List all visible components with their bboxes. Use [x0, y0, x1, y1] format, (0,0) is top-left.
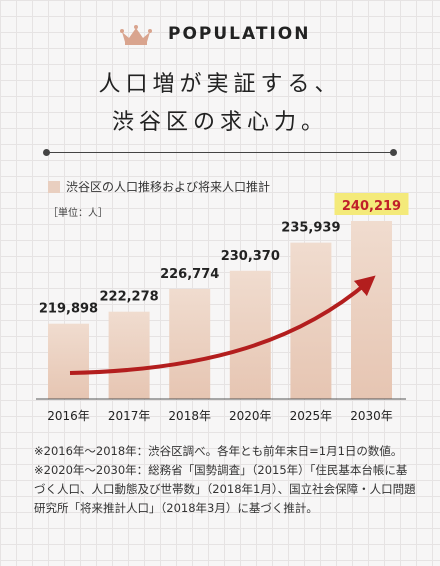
crown-icon [120, 25, 152, 45]
value-label-2020年: 230,370 [221, 249, 280, 264]
unit-label: ［単位：人］ [48, 208, 108, 219]
value-label-2017年: 222,278 [99, 290, 158, 305]
chart-legend: 渋谷区の人口推移および将来人口推計 [48, 178, 270, 195]
section-label: POPULATION [168, 24, 311, 44]
legend-swatch [48, 180, 60, 193]
bar-2030年 [351, 221, 392, 399]
headline-line-1: 人口増が実証する、 [98, 72, 342, 97]
value-label-2016年: 219,898 [39, 302, 98, 317]
population-chart: 219,898 2016年 222,278 2017年 226,774 2018年 230,… [36, 193, 409, 423]
highlight-box [334, 193, 409, 215]
x-tick-label-2016年: 2016年 [47, 409, 90, 423]
value-label-2025年: 235,939 [281, 221, 340, 236]
footnote: ※2016年～2018年：渋谷区調べ。各年とも前年末日=1月1日の数値。※202… [34, 444, 416, 515]
x-tick-label-2018年: 2018年 [168, 409, 211, 423]
bar-2016年 [48, 323, 89, 399]
bar-2018年 [169, 288, 211, 399]
x-tick-label-2017年: 2017年 [108, 409, 151, 423]
bar-2017年 [108, 311, 150, 399]
trend-arrow [69, 275, 376, 375]
x-tick-label-2020年: 2020年 [229, 409, 272, 423]
divider [46, 152, 394, 153]
value-label-2030年: 240,219 [342, 199, 401, 214]
x-tick-label-2030年: 2030年 [350, 409, 393, 423]
legend-label: 渋谷区の人口推移および将来人口推計 [66, 180, 271, 194]
bar-2020年 [229, 270, 271, 399]
headline-line-2: 渋谷区の求心力。 [111, 110, 328, 135]
value-label-2018年: 226,774 [160, 267, 219, 282]
divider-dot-right [390, 149, 397, 156]
x-tick-label-2025年: 2025年 [290, 409, 333, 423]
